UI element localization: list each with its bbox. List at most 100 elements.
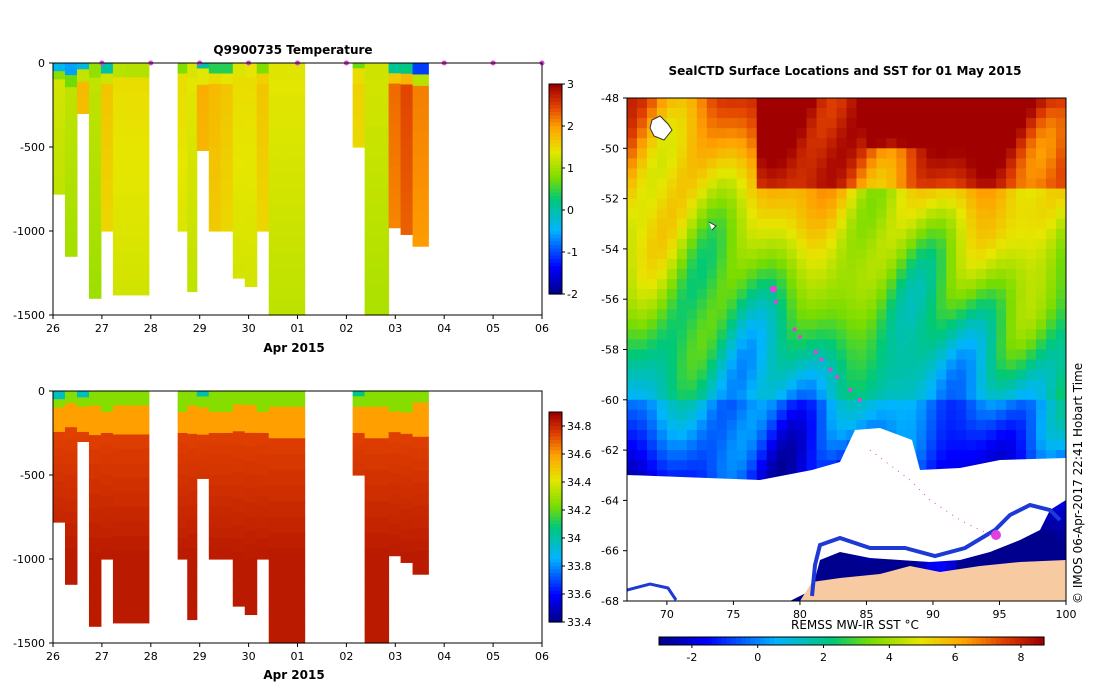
sst-cell [716,98,728,109]
sst-cell [886,218,897,230]
sst-cell [1046,429,1057,441]
section-cell [64,427,78,440]
sst-cell [816,218,828,230]
sst-cell [686,419,698,431]
sst-cell [926,138,937,149]
sst-cell [676,389,688,401]
sst-colorbar-swatch [774,637,780,645]
sst-cell [766,208,778,220]
sst-cell [806,158,818,170]
section-cell [88,224,102,240]
section-cell [208,454,222,466]
section-cell [124,564,150,580]
sst-cell [756,148,768,159]
sst-cell [686,379,698,391]
sst-cell [1046,359,1057,371]
section-cell [256,189,270,201]
sst-cell [746,379,758,391]
sst-cell [726,168,738,180]
section-cell [280,501,306,518]
sst-cell [726,238,738,250]
sst-cell [627,208,638,220]
sst-cell [796,419,808,431]
sst-cell [946,248,957,260]
sst-cell [1006,319,1017,330]
sst-cell [627,279,638,290]
colorbar-swatch [549,608,562,613]
credit-text: © IMOS 06-Apr-2017 22:41 Hobart Time [1071,363,1085,604]
map-x-tick-label: 95 [992,608,1006,621]
sst-cell [866,329,878,341]
colorbar-swatch [549,506,562,511]
sst-cell [696,440,708,451]
sst-cell [876,339,888,351]
colorbar-swatch [549,245,562,250]
sst-cell [1006,138,1017,149]
colorbar-swatch [549,524,562,529]
sst-cell [806,460,818,471]
sst-cell [1036,299,1047,310]
sst-cell [1056,540,1066,552]
sst-cell [756,389,768,401]
sst-cell [666,289,678,300]
colorbar-tick-label: -2 [567,288,578,301]
sst-cell [1036,429,1047,441]
section-cell [352,94,366,101]
sst-cell [996,409,1007,421]
sst-cell [627,138,638,149]
sst-cell [716,188,728,200]
section-cell [196,79,210,86]
sst-cell [786,218,798,230]
colorbar-swatch [549,601,562,606]
seal-location [819,357,824,362]
sst-cell [856,389,868,401]
sst-cell [856,238,868,250]
sst-cell [866,128,878,139]
sst-cell [1036,138,1047,149]
sst-cell [866,279,878,290]
section-cell [88,582,102,598]
sst-cell [936,258,947,270]
sst-cell [996,208,1007,220]
sst-cell [706,208,718,220]
sst-cell [996,218,1007,230]
section-cell [244,600,258,616]
section-cell [244,118,258,134]
sst-cell [956,279,967,290]
sst-cell [976,208,987,220]
sst-cell [766,269,778,280]
sst-cell [976,349,987,361]
sst-cell [986,279,997,290]
section-cell [124,593,150,609]
sst-cell [786,450,798,461]
sst-cell [656,369,668,381]
section-cell [196,434,210,441]
sst-cell [976,198,987,210]
sst-cell [646,329,658,341]
sst-colorbar-swatch [760,637,766,645]
sst-cell [646,208,658,220]
section-cell [64,207,78,221]
section-cell [256,210,270,222]
sst-cell [756,409,768,421]
sst-cell [786,369,798,381]
sst-colorbar-swatch [822,637,829,645]
colorbar-frame [548,411,563,623]
sst-cell [946,389,957,401]
sst-cell [806,208,818,220]
section-cell [412,143,429,156]
sst-cell [726,198,738,210]
sst-cell [846,118,858,129]
sst-cell [706,198,718,210]
sst-cell [886,118,897,129]
section-cell [244,90,258,106]
section-cell [220,73,234,85]
colorbar-swatch [549,548,562,553]
sst-cell [627,118,638,129]
sst-cell [766,218,778,230]
sst-cell [956,118,967,129]
sst-cell [826,369,838,381]
map-x-tick-label: 75 [726,608,740,621]
sst-cell [906,108,917,119]
sst-cell [656,248,668,260]
